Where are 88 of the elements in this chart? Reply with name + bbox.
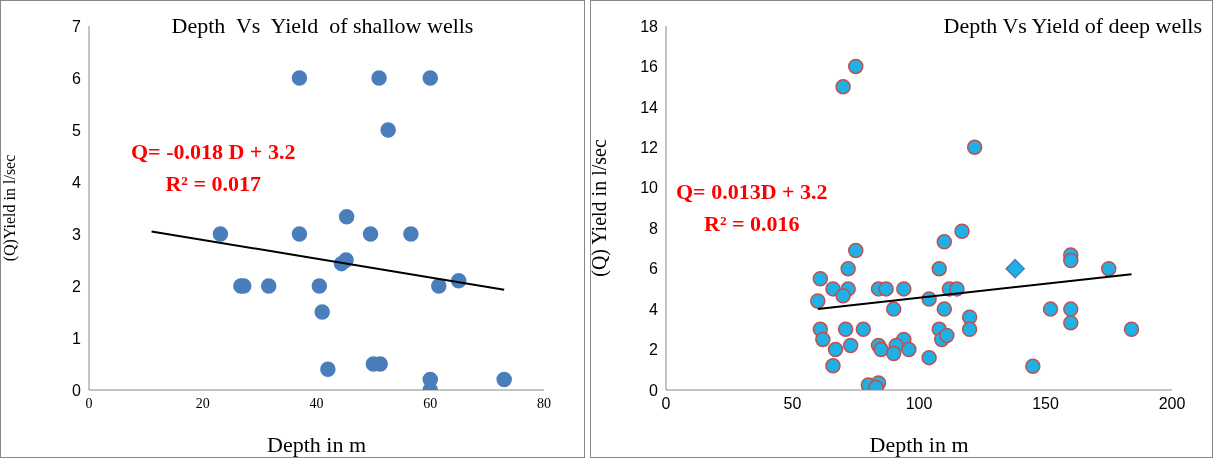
- x-axis-title: Depth in m: [267, 432, 366, 457]
- point: [362, 226, 379, 242]
- y-tick-label: 10: [640, 179, 659, 197]
- point: [873, 341, 889, 358]
- point: [855, 321, 872, 338]
- point: [842, 337, 859, 354]
- y-tick-label: 4: [72, 173, 82, 191]
- y-tick-label: 4: [649, 300, 659, 318]
- point: [848, 242, 864, 259]
- point: [878, 281, 894, 297]
- y-tick-label: 7: [72, 17, 82, 35]
- point: [961, 321, 978, 338]
- point: [827, 341, 844, 358]
- x-tick-label: 200: [1158, 395, 1186, 413]
- x-tick-label: 100: [905, 395, 933, 413]
- x-tick-label: 40: [309, 395, 324, 411]
- point: [812, 271, 829, 287]
- point: [825, 357, 841, 374]
- point: [835, 78, 851, 95]
- point: [936, 234, 953, 250]
- chart-title: Depth Vs Yield of shallow wells: [170, 13, 475, 39]
- x-axis-title: Depth in m: [869, 432, 969, 457]
- y-tick-label: 0: [649, 381, 659, 399]
- point: [431, 278, 447, 294]
- point: [1025, 358, 1041, 375]
- point: [837, 321, 854, 338]
- point: [320, 361, 336, 377]
- x-tick-label: 150: [1032, 395, 1059, 413]
- point: [314, 304, 330, 320]
- x-tick-label: 60: [423, 395, 438, 411]
- y-tick-label: 12: [640, 139, 659, 157]
- y-tick-label: 0: [72, 381, 82, 399]
- y-tick-label: 1: [72, 329, 82, 347]
- point: [966, 139, 983, 156]
- point: [291, 70, 308, 86]
- y-tick-label: 18: [640, 17, 659, 35]
- point: [810, 293, 826, 309]
- point: [422, 70, 438, 86]
- y-tick-label: 6: [72, 69, 82, 87]
- point: [815, 331, 831, 348]
- point: [380, 122, 396, 138]
- y-axis-title: (Q) Yield in l/sec: [588, 139, 612, 277]
- point: [840, 260, 856, 277]
- annotation: Q= 0.013D + 3.2: [676, 178, 828, 206]
- x-tick-label: 50: [783, 395, 802, 413]
- point: [403, 226, 419, 242]
- y-tick-label: 14: [640, 98, 659, 116]
- point: [954, 223, 970, 240]
- point: [1063, 252, 1079, 269]
- y-tick-label: 8: [649, 219, 659, 237]
- point: [496, 371, 512, 388]
- x-tick-label: 80: [537, 395, 551, 411]
- point: [311, 278, 328, 294]
- point: [1123, 321, 1140, 338]
- y-tick-label: 2: [72, 277, 82, 295]
- point: [1063, 315, 1079, 331]
- point: [885, 345, 902, 362]
- x-tick-label: 20: [195, 395, 210, 411]
- y-tick-label: 3: [72, 225, 82, 243]
- point: [939, 327, 955, 344]
- annotation: R² = 0.016: [703, 210, 801, 238]
- point: [921, 349, 937, 366]
- y-tick-label: 2: [649, 341, 659, 359]
- x-tick-label: 0: [85, 395, 93, 411]
- x-tick-label: 0: [661, 395, 671, 413]
- point: [1042, 301, 1059, 317]
- y-axis-title: (Q)Yield in l/sec: [0, 154, 19, 262]
- point: [1101, 260, 1117, 277]
- point: [212, 226, 229, 242]
- point: [848, 58, 864, 75]
- y-tick-label: 5: [72, 121, 82, 139]
- y-tick-label: 6: [649, 260, 659, 278]
- point: [371, 70, 387, 86]
- point: [291, 226, 308, 242]
- y-tick-label: 16: [640, 58, 659, 76]
- point: [260, 278, 277, 294]
- point: [901, 341, 917, 358]
- point: [885, 301, 902, 317]
- point: [936, 301, 953, 317]
- point: [835, 288, 851, 304]
- annotation: Q= -0.018 D + 3.2: [131, 138, 296, 166]
- point: [1063, 301, 1079, 317]
- annotation: R² = 0.017: [164, 170, 262, 198]
- point: [931, 260, 947, 277]
- point: [338, 209, 355, 225]
- chart-title: Depth Vs Yield of deep wells: [942, 13, 1202, 39]
- point: [896, 281, 912, 297]
- point: [1005, 258, 1025, 279]
